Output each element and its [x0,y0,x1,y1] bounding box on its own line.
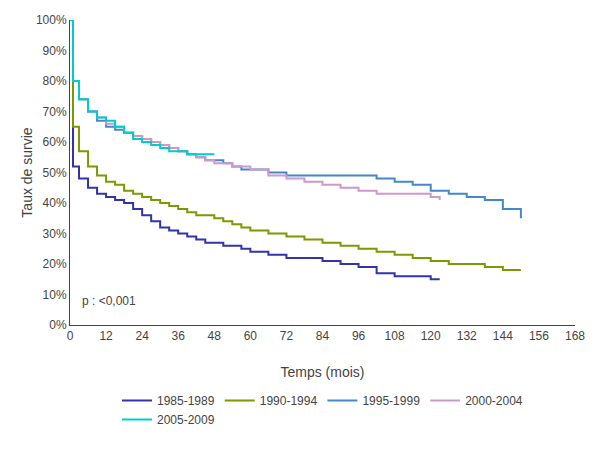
svg-text:168: 168 [565,329,585,343]
svg-text:0%: 0% [49,318,67,332]
svg-text:24: 24 [135,329,149,343]
svg-text:84: 84 [316,329,330,343]
svg-text:90%: 90% [43,44,67,58]
svg-text:120: 120 [421,329,441,343]
svg-text:1990-1994: 1990-1994 [260,394,318,408]
svg-text:60%: 60% [43,135,67,149]
svg-text:36: 36 [172,329,186,343]
svg-text:10%: 10% [43,288,67,302]
svg-text:1995-1999: 1995-1999 [362,394,420,408]
svg-text:72: 72 [280,329,294,343]
svg-text:132: 132 [457,329,477,343]
svg-text:2005-2009: 2005-2009 [157,413,215,427]
svg-text:70%: 70% [43,105,67,119]
svg-text:Temps (mois): Temps (mois) [280,364,364,380]
svg-text:Taux de survie: Taux de survie [19,127,35,217]
svg-text:60: 60 [244,329,258,343]
svg-text:50%: 50% [43,166,67,180]
svg-text:96: 96 [352,329,366,343]
svg-text:108: 108 [385,329,405,343]
svg-text:40%: 40% [43,196,67,210]
svg-text:80%: 80% [43,74,67,88]
svg-text:2000-2004: 2000-2004 [465,394,523,408]
svg-text:20%: 20% [43,257,67,271]
svg-text:p : <0,001: p : <0,001 [82,294,136,308]
svg-text:156: 156 [529,329,549,343]
svg-text:100%: 100% [36,13,67,27]
svg-text:30%: 30% [43,227,67,241]
svg-text:0: 0 [67,329,74,343]
svg-text:144: 144 [493,329,513,343]
svg-text:1985-1989: 1985-1989 [157,394,215,408]
svg-text:48: 48 [208,329,222,343]
svg-text:12: 12 [99,329,113,343]
